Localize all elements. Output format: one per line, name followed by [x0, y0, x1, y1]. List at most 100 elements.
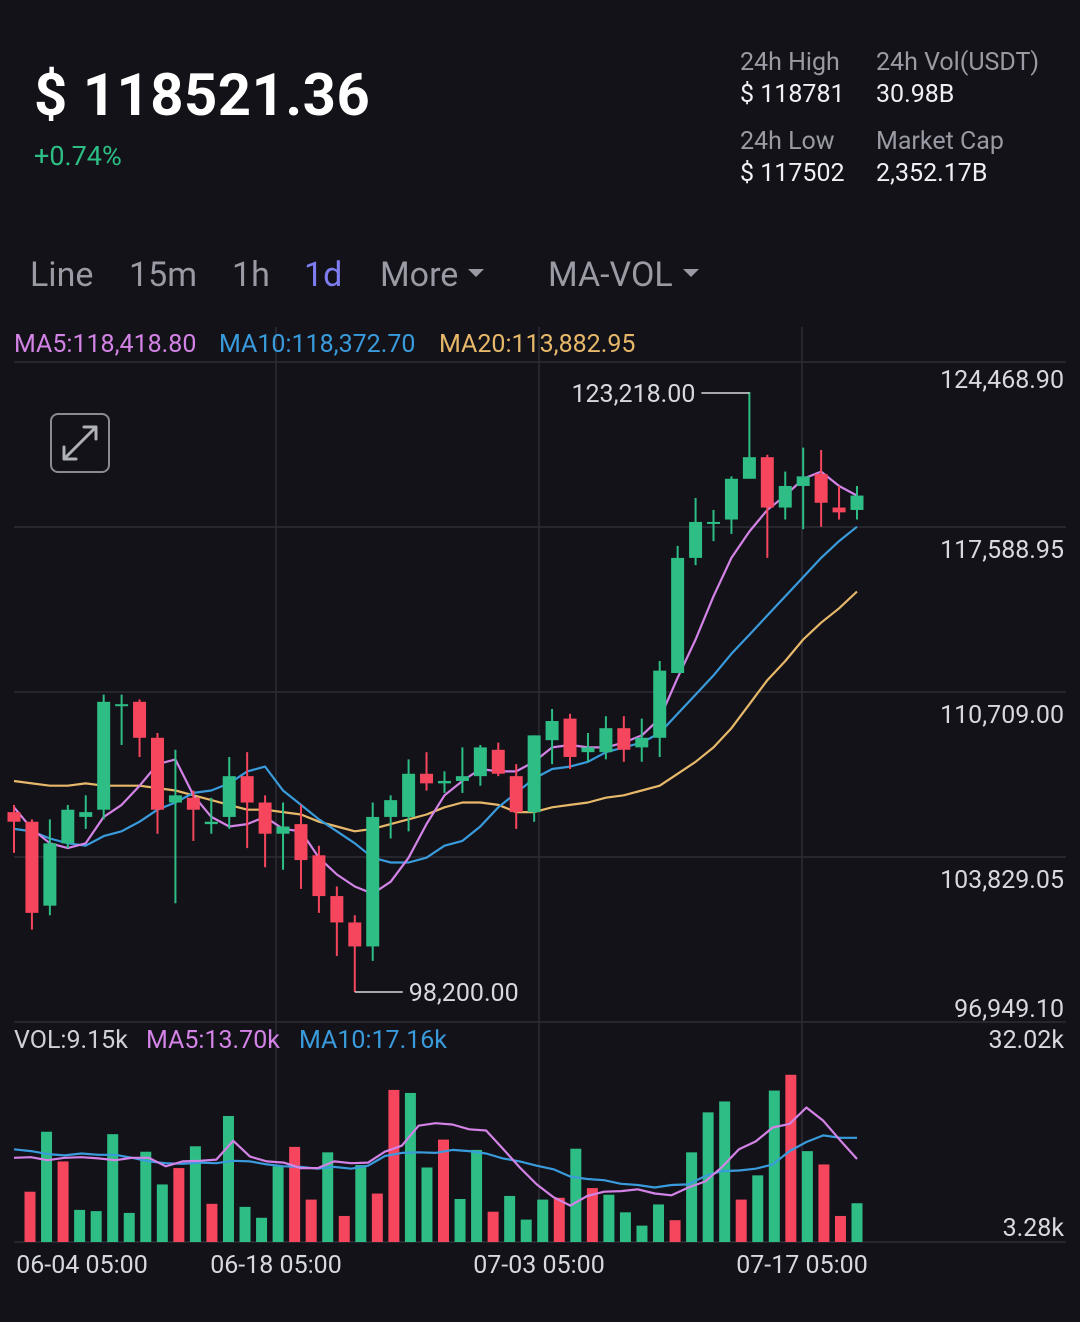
volume-bar	[471, 1149, 483, 1242]
volume-bar	[239, 1206, 251, 1242]
tab-1h[interactable]: 1h	[232, 255, 270, 295]
candle-body	[150, 737, 164, 810]
volume-bar	[735, 1199, 747, 1242]
y-tick-label: 117,588.95	[940, 536, 1064, 565]
volume-bar	[818, 1164, 830, 1242]
volume-bar	[487, 1211, 499, 1242]
candle-body	[222, 776, 236, 817]
volume-bar	[570, 1148, 582, 1242]
volume-bar	[504, 1195, 516, 1242]
volume-bar	[686, 1152, 698, 1242]
stat-24h-low-value: $ 117502	[740, 159, 845, 188]
candle-body	[509, 776, 523, 813]
ma-lines	[13, 470, 858, 1207]
volume-bar	[123, 1212, 135, 1242]
candle-body	[25, 821, 39, 913]
candle-body	[7, 812, 21, 822]
expand-chart-button[interactable]	[50, 413, 110, 473]
candle-body	[43, 843, 57, 906]
volume-bar	[322, 1152, 334, 1242]
candle-body	[348, 922, 362, 947]
volume-bar	[107, 1134, 119, 1242]
ma10-line	[13, 525, 858, 864]
candle-body	[724, 478, 738, 520]
volume-bar	[752, 1175, 764, 1242]
candle-body	[384, 800, 398, 817]
tab-1d[interactable]: 1d	[304, 255, 343, 295]
volume-bar	[537, 1199, 549, 1242]
legend-vol: VOL:9.15k	[14, 1026, 128, 1055]
ma5-line	[13, 470, 858, 895]
candle-body	[581, 747, 595, 753]
volume-bar	[388, 1089, 400, 1242]
candle-body	[850, 495, 864, 510]
candle-body	[97, 701, 111, 810]
candle-body	[455, 776, 469, 781]
volume-bar	[619, 1212, 631, 1242]
volume-bars	[24, 1074, 863, 1242]
candle-body	[563, 718, 577, 757]
volume-bar	[603, 1194, 615, 1242]
candle-body	[545, 720, 559, 741]
volume-bar	[553, 1197, 565, 1242]
vol-y-tick-label: 3.28k	[1003, 1214, 1065, 1243]
stat-market-cap-label: Market Cap	[876, 127, 1004, 156]
indicator-label: MA-VOL	[548, 255, 673, 295]
x-tick-label: 06-04 05:00	[16, 1251, 148, 1280]
candle-body	[689, 521, 703, 558]
current-price: $ 118521.36	[34, 62, 371, 130]
candle-body	[491, 749, 505, 774]
volume-bar	[206, 1203, 218, 1242]
triangle-down-icon	[468, 269, 485, 278]
candle-body	[79, 812, 93, 817]
low-price-label: 98,200.00	[409, 979, 519, 1008]
volume-bar	[272, 1166, 284, 1242]
candle-body	[133, 701, 147, 738]
candle-body	[653, 670, 667, 738]
volume-bar	[785, 1074, 797, 1242]
candle-body	[402, 773, 416, 817]
volume-bar	[768, 1090, 780, 1242]
volume-bar	[189, 1146, 201, 1242]
candle-body	[168, 795, 182, 803]
candlesticks	[7, 392, 864, 992]
stat-24h-low-label: 24h Low	[740, 127, 835, 156]
interval-tabs: Line 15m 1h 1d More MA-VOL	[0, 255, 1080, 305]
stat-market-cap-value: 2,352.17B	[876, 159, 988, 188]
y-tick-label: 124,468.90	[940, 366, 1064, 395]
volume-bar	[173, 1168, 185, 1242]
candle-body	[635, 737, 649, 748]
volume-bar	[653, 1204, 665, 1242]
candle-body	[312, 855, 326, 897]
volume-bar	[57, 1161, 69, 1242]
volume-bar	[421, 1167, 433, 1242]
tab-more-label: More	[380, 255, 459, 295]
volume-bar	[305, 1199, 317, 1242]
tab-more[interactable]: More	[380, 255, 485, 295]
volume-bar	[90, 1211, 102, 1242]
legend-vol-ma5: MA5:13.70k	[146, 1026, 280, 1055]
volume-bar	[834, 1215, 846, 1242]
volume-bar	[636, 1225, 648, 1242]
legend-ma20: MA20:113,882.95	[439, 330, 635, 359]
volume-bar	[851, 1203, 863, 1242]
candle-body	[186, 797, 200, 810]
high-price-label: 123,218.00	[571, 380, 695, 409]
legend-vol-ma10: MA10:17.16k	[299, 1026, 447, 1055]
indicator-dropdown[interactable]: MA-VOL	[548, 255, 699, 295]
volume-bar	[586, 1188, 598, 1242]
tab-line[interactable]: Line	[30, 255, 94, 295]
stat-24h-vol-label: 24h Vol(USDT)	[876, 48, 1040, 77]
y-tick-label: 103,829.05	[940, 866, 1064, 895]
vol-ma5-line	[13, 1106, 858, 1207]
stat-24h-vol-value: 30.98B	[876, 80, 955, 109]
x-tick-label: 07-17 05:00	[736, 1251, 868, 1280]
tab-15m[interactable]: 15m	[129, 255, 198, 295]
candle-body	[276, 826, 290, 834]
legend-ma10: MA10:118,372.70	[219, 330, 415, 359]
candle-body	[420, 773, 434, 784]
x-tick-label: 07-03 05:00	[473, 1251, 605, 1280]
expand-arrows-icon	[62, 425, 98, 461]
legend-ma5: MA5:118,418.80	[14, 330, 196, 359]
